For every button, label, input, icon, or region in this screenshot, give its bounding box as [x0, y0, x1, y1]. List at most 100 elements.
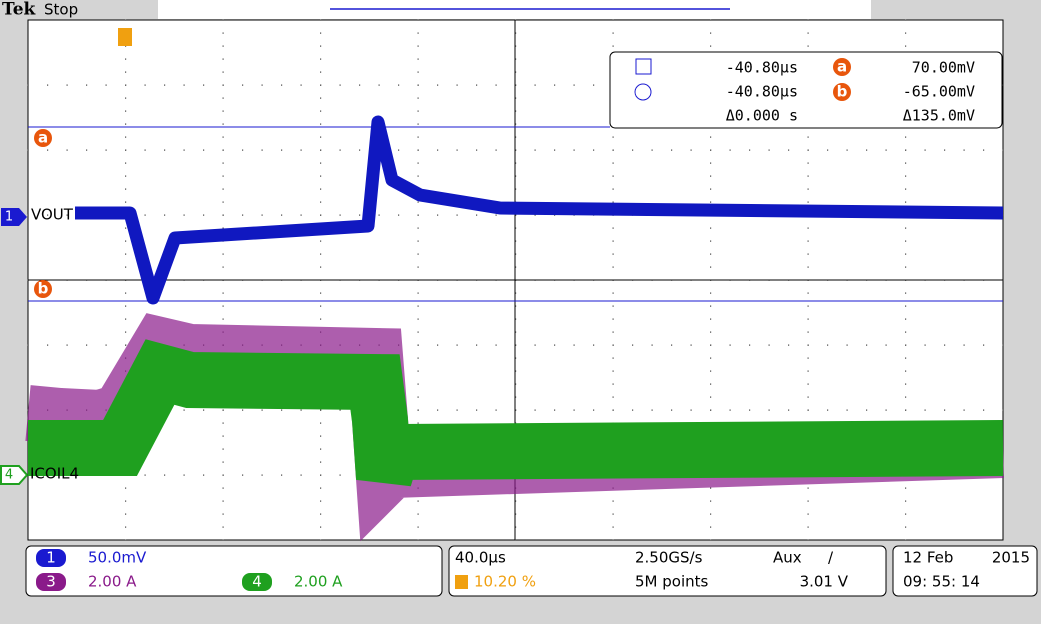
- grid-dot: [164, 149, 166, 151]
- grid-dot: [515, 19, 517, 21]
- grid-dot: [905, 305, 907, 307]
- grid-dot: [222, 110, 224, 112]
- trigger-icon: [455, 575, 468, 589]
- grid-dot: [261, 214, 263, 216]
- grid-dot: [66, 84, 68, 86]
- grid-dot: [144, 474, 146, 476]
- grid-dot: [905, 500, 907, 502]
- ch4-scale: 2.00 A: [294, 573, 343, 591]
- grid-dot: [612, 227, 614, 229]
- grid-dot: [417, 45, 419, 47]
- grid-dot: [710, 318, 712, 320]
- grid-dot: [612, 383, 614, 385]
- grid-dot: [612, 344, 614, 346]
- ch4-badge-text: 4: [252, 573, 262, 591]
- ch4-badge: [242, 573, 272, 591]
- grid-dot: [339, 84, 341, 86]
- grid-dot: [515, 500, 517, 502]
- grid-dot: [437, 214, 439, 216]
- grid-dot: [924, 409, 926, 411]
- grid-dot: [417, 32, 419, 34]
- ch3-badge: [36, 573, 66, 591]
- grid-dot: [515, 305, 517, 307]
- grid-dot: [807, 357, 809, 359]
- grid-dot: [846, 344, 848, 346]
- grid-dot: [320, 409, 322, 411]
- grid-dot: [222, 318, 224, 320]
- channel-panel: [25, 545, 443, 597]
- date: 12 Feb: [903, 549, 953, 567]
- grid-dot: [417, 136, 419, 138]
- grid-dot: [417, 253, 419, 255]
- grid-dot: [807, 292, 809, 294]
- cursor-value: -40.80µs: [726, 83, 798, 101]
- grid-dot: [788, 149, 790, 151]
- year: 2015: [992, 549, 1030, 567]
- grid-dot: [905, 201, 907, 203]
- ch4-marker: 4: [5, 468, 13, 483]
- grid-dot: [515, 97, 517, 99]
- cursor-delta: Δ0.000 s: [726, 107, 798, 125]
- grid-dot: [807, 383, 809, 385]
- grid-dot: [710, 396, 712, 398]
- grid-dot: [807, 240, 809, 242]
- grid-dot: [944, 344, 946, 346]
- grid-dot: [125, 58, 127, 60]
- grid-dot: [515, 422, 517, 424]
- grid-dot: [612, 149, 614, 151]
- grid-dot: [417, 305, 419, 307]
- grid-dot: [515, 58, 517, 60]
- grid-dot: [281, 84, 283, 86]
- grid-dot: [437, 344, 439, 346]
- grid-dot: [164, 214, 166, 216]
- grid-dot: [222, 162, 224, 164]
- marker-b-icon: [833, 83, 851, 101]
- grid-dot: [359, 84, 361, 86]
- grid-dot: [66, 214, 68, 216]
- time: 09: 55: 14: [903, 573, 980, 591]
- grid-dot: [651, 149, 653, 151]
- grid-dot: [807, 188, 809, 190]
- grid-dot: [905, 240, 907, 242]
- grid-dot: [320, 45, 322, 47]
- marker-a-icon: [34, 129, 52, 147]
- grid-dot: [320, 136, 322, 138]
- grid-dot: [866, 344, 868, 346]
- grid-dot: [690, 149, 692, 151]
- grid-dot: [710, 32, 712, 34]
- grid-dot: [222, 513, 224, 515]
- grid-dot: [417, 110, 419, 112]
- grid-dot: [749, 149, 751, 151]
- grid-dot: [495, 409, 497, 411]
- grid-dot: [866, 149, 868, 151]
- timebase-panel: [448, 545, 887, 597]
- record-length: 5M points: [635, 573, 709, 591]
- grid-dot: [222, 32, 224, 34]
- grid-dot: [456, 214, 458, 216]
- grid-dot: [612, 500, 614, 502]
- marker-a: a: [38, 129, 48, 147]
- grid-dot: [417, 357, 419, 359]
- grid-dot: [339, 474, 341, 476]
- grid-dot: [417, 513, 419, 515]
- grid-dot: [359, 149, 361, 151]
- grid-dot: [125, 266, 127, 268]
- grid-dot: [710, 19, 712, 21]
- grid-dot: [222, 448, 224, 450]
- grid-dot: [222, 19, 224, 21]
- grid-dot: [729, 409, 731, 411]
- grid-dot: [710, 240, 712, 242]
- grid-dot: [554, 149, 556, 151]
- grid-dot: [807, 513, 809, 515]
- marker-b: b: [837, 83, 848, 101]
- ch4-marker-icon: [0, 465, 29, 485]
- grid-dot: [515, 32, 517, 34]
- grid-dot: [807, 175, 809, 177]
- grid-dot: [983, 409, 985, 411]
- grid-dot: [554, 84, 556, 86]
- grid-dot: [417, 331, 419, 333]
- grid-dot: [905, 513, 907, 515]
- grid-dot: [476, 409, 478, 411]
- grid-dot: [320, 448, 322, 450]
- grid-dot: [417, 318, 419, 320]
